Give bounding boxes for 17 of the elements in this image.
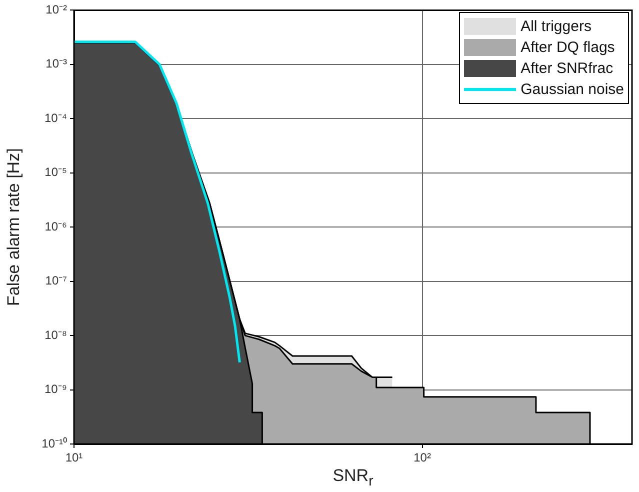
- x-tick-label: 10²: [414, 450, 431, 465]
- legend-label: Gaussian noise: [520, 81, 624, 98]
- y-axis-title: False alarm rate [Hz]: [4, 148, 23, 306]
- y-tick-label: 10⁻⁴: [44, 110, 67, 125]
- y-tick-label: 10⁻²: [46, 2, 68, 17]
- x-tick-label: 10¹: [65, 450, 83, 465]
- legend-label: All triggers: [520, 18, 592, 35]
- y-tick-label: 10⁻⁶: [44, 219, 68, 234]
- legend-label: After SNRfrac: [520, 60, 614, 77]
- legend-label: After DQ flags: [520, 39, 615, 56]
- y-tick-label: 10⁻⁸: [44, 328, 67, 342]
- x-axis-title: SNR$_{r}$: [332, 466, 374, 490]
- y-tick-label: 10⁻⁷: [45, 274, 67, 288]
- y-tick-label: 10⁻⁵: [44, 165, 68, 180]
- y-tick-label: 10⁻³: [46, 56, 68, 71]
- y-tick-label: 10⁻¹⁰: [42, 436, 67, 450]
- y-tick-label: 10⁻⁹: [44, 382, 67, 396]
